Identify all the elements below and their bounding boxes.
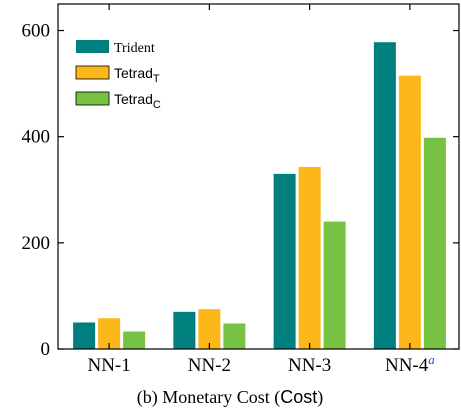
y-ticks-group: 0 200 400 600 — [22, 21, 459, 360]
legend-swatch — [76, 40, 109, 53]
legend-label: TetradC — [114, 91, 161, 111]
x-tick-label: NN-3 — [288, 355, 331, 376]
bar-2-nn-4 — [398, 75, 421, 350]
legend: Trident TetradT TetradC — [75, 40, 161, 111]
bar-2-nn-2 — [198, 309, 221, 349]
y-tick-label: 400 — [22, 127, 51, 148]
x-tick-label: NN-1 — [87, 355, 130, 376]
legend-label: Trident — [114, 41, 155, 56]
legend-swatch — [75, 65, 110, 80]
bar-2-nn-1 — [98, 318, 121, 349]
y-tick-label: 0 — [41, 339, 51, 360]
x-ticks-group: NN-1 NN-2 NN-3 NN-4a — [87, 4, 435, 376]
plot-frame — [57, 3, 460, 350]
bar-1-nn-3 — [273, 173, 296, 349]
bar-1-nn-4 — [373, 42, 396, 349]
bar-3-nn-4 — [423, 137, 446, 349]
bar-3-nn-3 — [323, 221, 346, 349]
bars-group — [73, 42, 446, 350]
bar-1-nn-1 — [73, 322, 96, 349]
bar-3-nn-1 — [123, 331, 146, 349]
bar-1-nn-2 — [173, 311, 196, 349]
x-tick-label: NN-2 — [188, 355, 231, 376]
legend-label: TetradT — [114, 65, 160, 85]
bar-3-nn-2 — [223, 323, 246, 349]
y-tick-label: 200 — [22, 233, 51, 254]
legend-swatch — [75, 91, 110, 106]
chart-caption: (b) Monetary Cost (Cost) — [137, 387, 324, 408]
bar-2-nn-3 — [298, 166, 321, 349]
x-tick-label: NN-4a — [385, 352, 435, 376]
y-tick-label: 600 — [22, 21, 51, 42]
